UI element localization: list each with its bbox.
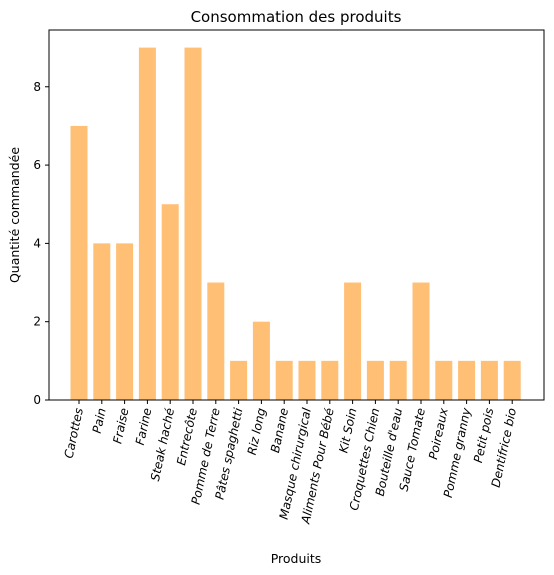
bar — [70, 125, 88, 401]
bar — [298, 360, 316, 400]
x-tick-label: Entrecôte — [174, 407, 200, 467]
bar — [138, 47, 156, 401]
bar — [207, 282, 225, 400]
bar — [366, 360, 384, 400]
bar — [116, 243, 134, 400]
y-axis-ticks: 0 2 4 6 8 — [33, 80, 49, 407]
bar — [344, 282, 362, 400]
bar — [480, 360, 498, 400]
y-tick-label: 6 — [33, 158, 41, 172]
x-tick-label: Pain — [90, 407, 109, 435]
y-tick-label: 4 — [33, 236, 41, 250]
bar — [412, 282, 430, 400]
bar — [503, 360, 521, 400]
x-axis-label: Produits — [271, 551, 322, 566]
bar — [435, 360, 453, 400]
y-tick-label: 2 — [33, 315, 41, 329]
bars-group — [70, 47, 521, 401]
chart-title: Consommation des produits — [191, 8, 402, 26]
x-tick-label: Riz long — [245, 406, 269, 456]
y-tick-label: 0 — [33, 393, 41, 407]
bar — [230, 360, 248, 400]
x-tick-label: Poireaux — [426, 406, 451, 461]
x-tick-label: Fraise — [110, 407, 131, 445]
bar — [389, 360, 407, 400]
plot-area-frame — [48, 29, 545, 401]
y-axis-label: Quantité commandée — [7, 147, 22, 283]
x-tick-label: Petit pois — [471, 407, 496, 464]
bar — [93, 243, 111, 400]
x-tick-label: Banane — [268, 407, 291, 454]
x-tick-label: Carottes — [62, 407, 86, 460]
bar — [184, 47, 202, 401]
x-tick-label: Kit Soin — [336, 407, 359, 455]
bar — [161, 204, 179, 400]
bar — [252, 321, 270, 400]
x-tick-label: Farine — [133, 407, 154, 447]
bar — [275, 360, 293, 400]
bar — [321, 360, 339, 400]
bar — [458, 360, 476, 400]
y-tick-label: 8 — [33, 80, 41, 94]
